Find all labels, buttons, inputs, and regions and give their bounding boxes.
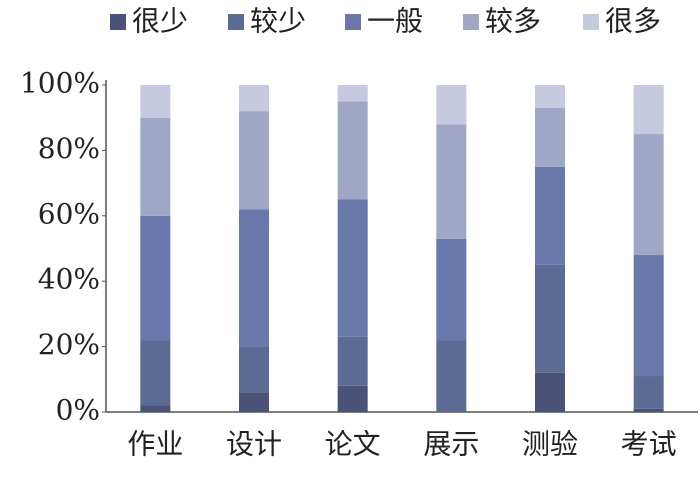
- legend-label: 较少: [250, 5, 306, 38]
- bar-segment: [239, 346, 269, 393]
- x-tick-label: 测验: [522, 428, 578, 461]
- legend-swatch: [110, 14, 126, 30]
- bar-segment: [633, 85, 664, 135]
- bar-segment: [337, 336, 368, 386]
- bar-segment: [535, 85, 565, 108]
- bar-segment: [436, 124, 467, 239]
- bar-segment: [239, 85, 269, 112]
- bar-segment: [633, 376, 664, 409]
- bar-segment: [140, 117, 171, 216]
- bar-segment: [633, 134, 664, 256]
- bar-segment: [337, 101, 368, 200]
- x-tick-label: 作业: [127, 428, 183, 461]
- y-tick-label: 80%: [38, 132, 100, 165]
- bar-segment: [535, 107, 565, 167]
- legend-swatch: [345, 14, 361, 30]
- bar-segment: [239, 111, 269, 210]
- bar-segment: [535, 166, 565, 265]
- legend-label: 很少: [132, 5, 188, 38]
- bar-segment: [239, 209, 269, 347]
- bar-segment: [535, 372, 565, 412]
- x-tick-label: 论文: [325, 428, 381, 461]
- bar-segment: [436, 85, 467, 125]
- legend-swatch: [463, 14, 479, 30]
- bar-segment: [140, 85, 171, 118]
- bar-segment: [633, 255, 664, 377]
- legend-label: 很多: [605, 5, 661, 38]
- x-tick-label: 展示: [423, 428, 479, 461]
- bar-segment: [337, 385, 368, 412]
- y-tick-label: 40%: [38, 263, 100, 296]
- legend-swatch: [228, 14, 244, 30]
- bar-segment: [436, 340, 467, 412]
- bar-segment: [140, 340, 171, 406]
- y-tick-label: 60%: [38, 197, 100, 230]
- y-tick-label: 100%: [20, 67, 100, 100]
- bar-segment: [337, 199, 368, 337]
- bar-segment: [633, 408, 664, 412]
- legend-label: 较多: [485, 5, 541, 38]
- y-tick-label: 20%: [38, 328, 100, 361]
- legend-label: 一般: [367, 5, 423, 38]
- legend-swatch: [583, 14, 599, 30]
- bar-segment: [535, 264, 565, 373]
- y-tick-label: 0%: [56, 394, 100, 427]
- bar-segment: [239, 392, 269, 412]
- bar-segment: [140, 405, 171, 412]
- bar-segment: [337, 85, 368, 102]
- x-tick-label: 设计: [226, 428, 282, 461]
- bar-segment: [140, 215, 171, 341]
- bar-segment: [436, 238, 467, 341]
- x-tick-label: 考试: [621, 428, 677, 461]
